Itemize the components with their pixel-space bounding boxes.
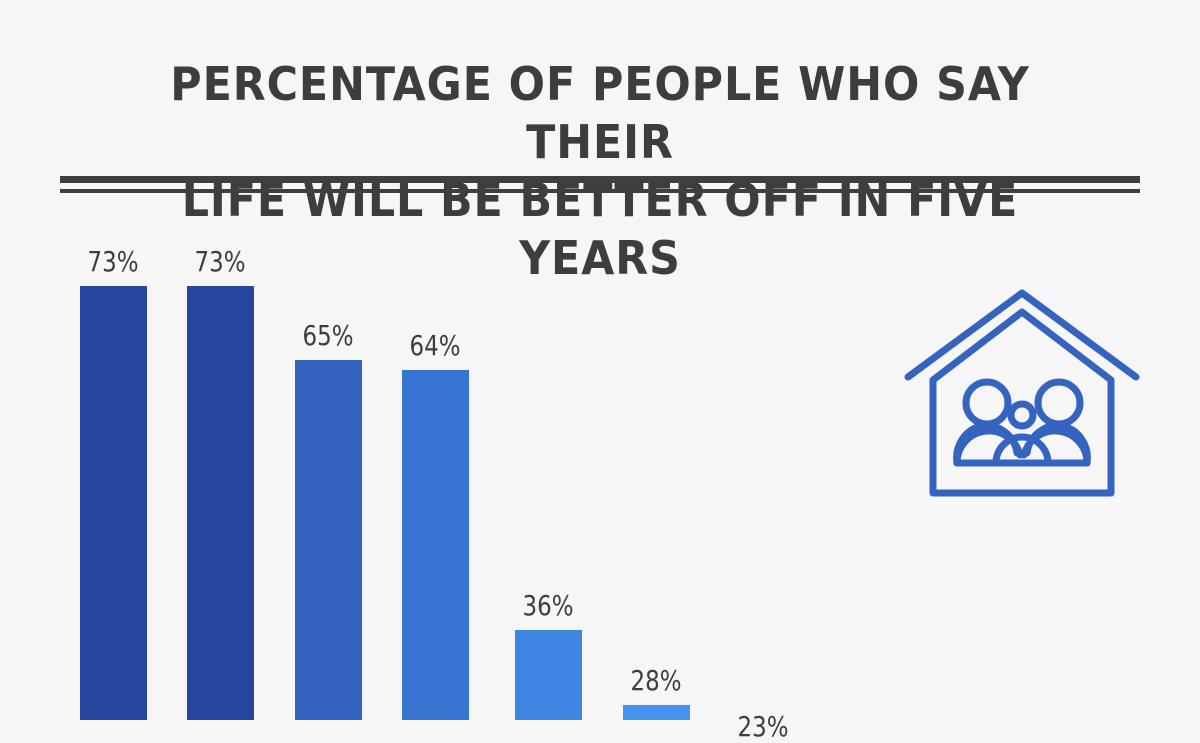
family-house-icon bbox=[904, 289, 1140, 497]
bar-5 bbox=[515, 630, 582, 720]
bar-value-label: 73% bbox=[87, 245, 139, 278]
bar-value-label: 65% bbox=[302, 319, 354, 352]
bar-value-label: 28% bbox=[630, 664, 682, 697]
bar-value-label: 36% bbox=[522, 589, 574, 622]
title-divider-thick bbox=[60, 176, 1140, 183]
bar-value-label: 73% bbox=[194, 245, 246, 278]
title-divider-thin bbox=[60, 189, 1140, 193]
bar-1 bbox=[80, 286, 147, 720]
bar-3 bbox=[295, 360, 362, 720]
bar-value-label: 64% bbox=[409, 329, 461, 362]
bar-2 bbox=[187, 286, 254, 720]
bar-6 bbox=[623, 705, 690, 720]
bar-4 bbox=[402, 370, 469, 720]
title-line-1: PERCENTAGE OF PEOPLE WHO SAY THEIR bbox=[170, 57, 1030, 169]
bar-value-label: 23% bbox=[737, 710, 789, 743]
